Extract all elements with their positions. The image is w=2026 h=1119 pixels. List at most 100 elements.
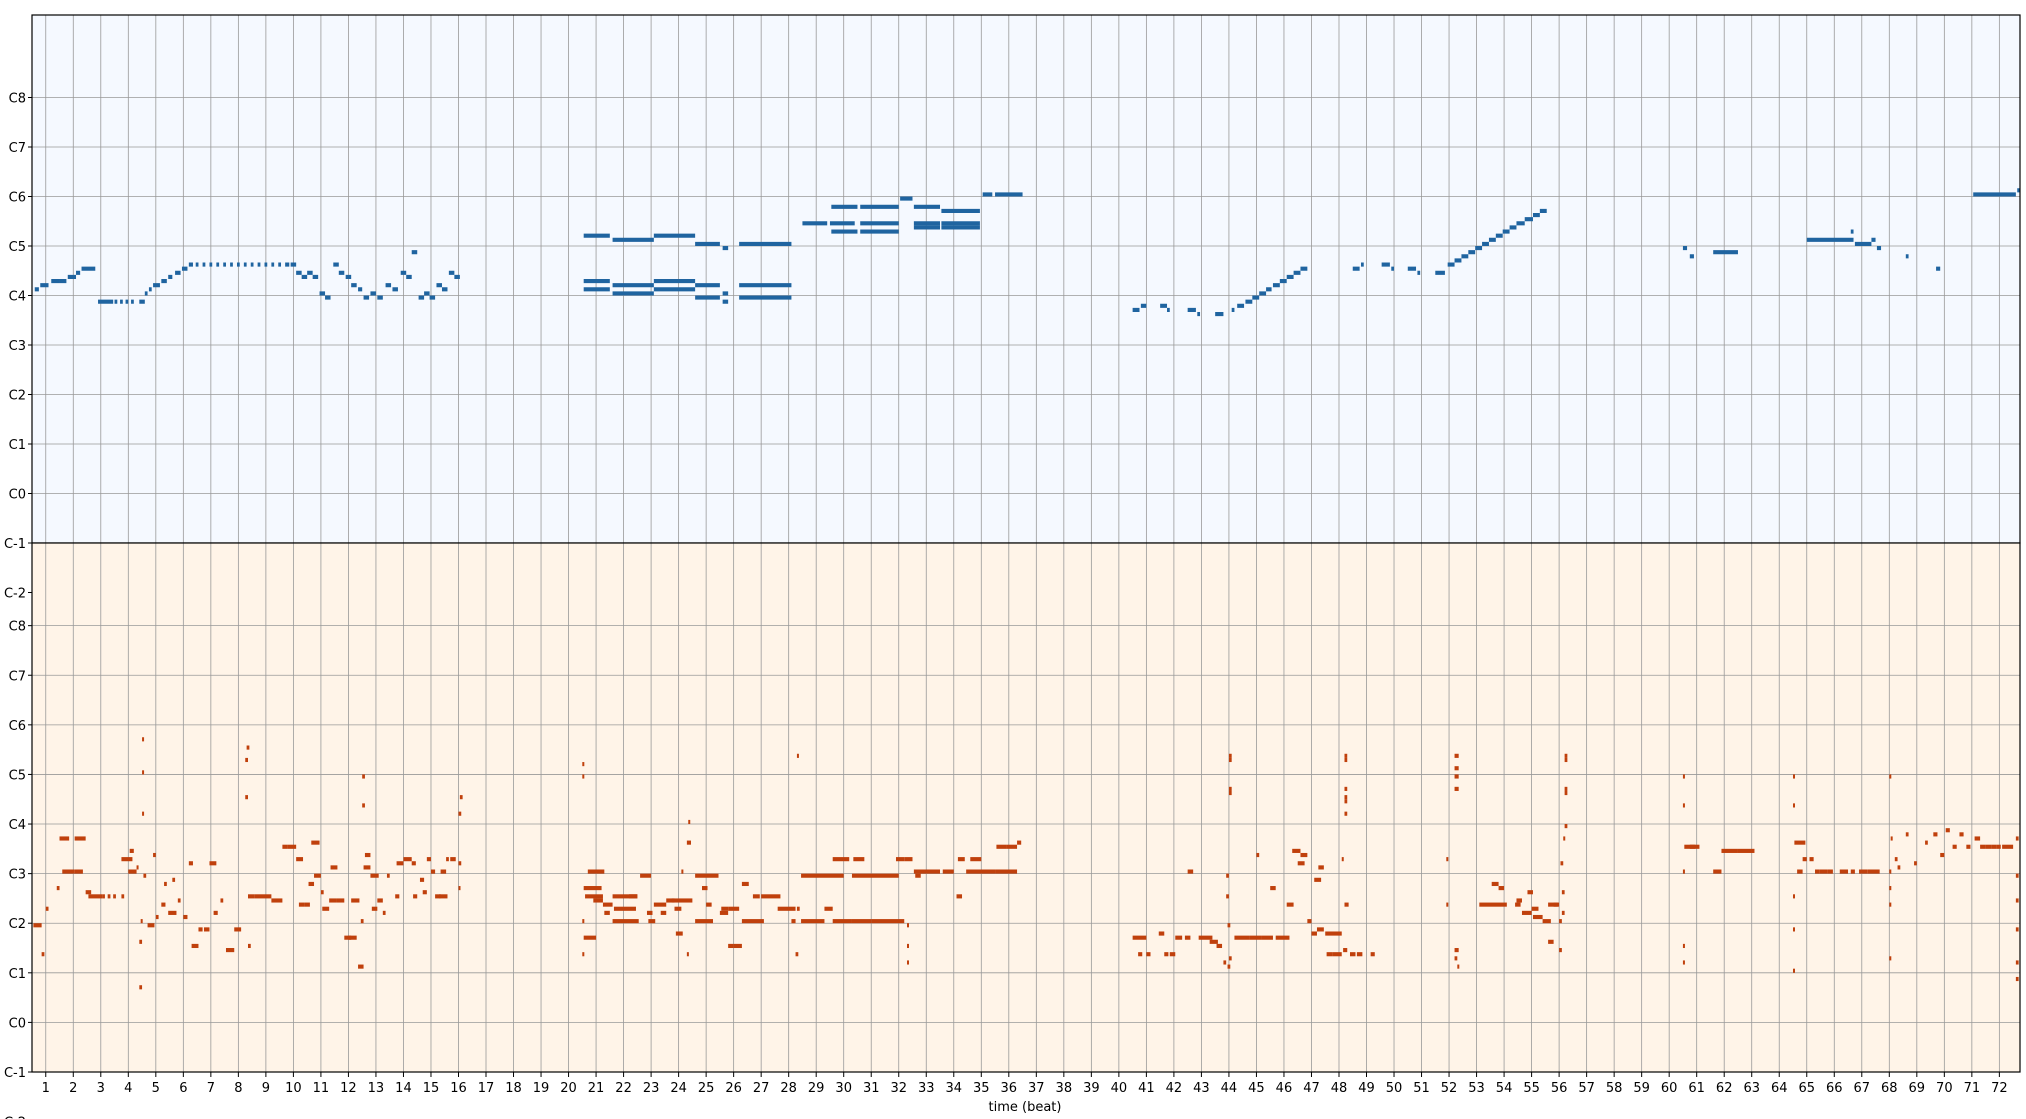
x-tick-label: 12: [340, 1081, 357, 1096]
bottom-note: [298, 902, 305, 907]
top-note: [913, 225, 941, 230]
top-note: [1417, 270, 1421, 275]
top-note: [1259, 291, 1267, 296]
top-note: [285, 262, 290, 267]
bottom-note: [458, 886, 461, 891]
bottom-note: [1532, 914, 1543, 920]
bottom-note: [585, 894, 603, 899]
top-note: [653, 287, 696, 292]
top-note: [802, 221, 828, 226]
bottom-note: [1815, 869, 1820, 874]
top-note: [81, 266, 96, 271]
bottom-note: [1454, 753, 1459, 758]
bottom-note: [1343, 948, 1348, 953]
top-note: [1266, 287, 1272, 292]
x-tick-label: 33: [918, 1081, 935, 1096]
top-note: [1215, 312, 1224, 317]
bottom-note: [1311, 931, 1317, 936]
x-tick-label: 54: [1496, 1081, 1513, 1096]
bottom-note: [74, 836, 86, 841]
top-note: [829, 221, 855, 226]
bottom-note: [1561, 890, 1565, 895]
bottom-note: [1228, 956, 1232, 961]
bottom-note: [209, 861, 217, 866]
x-tick-label: 20: [560, 1081, 577, 1096]
bottom-note: [688, 819, 691, 825]
bottom-note: [1952, 844, 1957, 849]
bottom-note: [1859, 869, 1868, 874]
x-tick-label: 47: [1303, 1081, 1320, 1096]
top-note: [1509, 225, 1517, 230]
top-note: [612, 237, 654, 242]
bottom-note: [1491, 881, 1499, 887]
top-note: [67, 274, 77, 279]
bottom-note: [358, 964, 364, 969]
bottom-note: [59, 836, 70, 841]
bottom-note: [1925, 840, 1928, 845]
bottom-note: [795, 952, 799, 957]
bottom-note: [102, 894, 105, 899]
bottom-note: [1542, 919, 1551, 924]
bottom-note: [282, 844, 288, 849]
x-tick-label: 67: [1854, 1081, 1871, 1096]
bottom-note: [382, 910, 386, 915]
bottom-note: [582, 774, 585, 779]
bottom-note: [403, 857, 412, 862]
bottom-note: [1890, 836, 1893, 841]
bottom-note: [271, 898, 283, 903]
top-note: [1407, 266, 1417, 271]
bottom-note: [147, 923, 155, 928]
bottom-note: [1292, 848, 1301, 853]
bottom-note: [1226, 873, 1229, 878]
top-y-tick-label: C7: [9, 141, 26, 156]
bottom-note: [363, 865, 371, 870]
bottom-note: [706, 902, 712, 907]
top-note: [860, 204, 899, 209]
bottom-note: [1209, 939, 1218, 944]
bottom-note: [247, 894, 255, 899]
bottom-note: [1344, 795, 1348, 800]
top-note: [1252, 295, 1260, 300]
bottom-note: [1867, 869, 1880, 874]
bottom-note: [1905, 832, 1909, 837]
bottom-note: [177, 898, 181, 903]
top-note: [51, 279, 60, 284]
bottom-note: [128, 869, 137, 874]
top-note: [131, 299, 134, 304]
bottom-note: [395, 894, 400, 899]
bottom-note: [1249, 935, 1262, 940]
bottom-note: [140, 919, 143, 924]
x-tick-label: 27: [753, 1081, 770, 1096]
bottom-note: [168, 910, 177, 915]
bottom-note: [1521, 910, 1532, 915]
x-axis-label: time (beat): [989, 1100, 1062, 1115]
bottom-note: [583, 886, 602, 891]
bottom-note: [646, 910, 653, 915]
x-tick-label: 34: [945, 1081, 962, 1096]
bottom-note: [1794, 840, 1806, 845]
top-note: [913, 204, 941, 209]
bottom-note: [1515, 902, 1521, 907]
top-note: [406, 274, 412, 279]
top-note: [243, 262, 247, 267]
bottom-note: [906, 960, 909, 965]
bottom-note: [1227, 964, 1231, 969]
bottom-note: [686, 840, 691, 845]
bottom-note: [254, 894, 272, 899]
bottom-note: [666, 898, 675, 903]
bottom-note: [1682, 774, 1685, 779]
x-axis-ticks: 1 2 3 4 5 6 7 8 9 10 11 12 13 14 15 16 17 18 19 20 21 22 23 24 2…: [42, 1072, 2008, 1096]
top-note: [1286, 274, 1294, 279]
top-note: [1871, 237, 1876, 242]
bottom-note: [1563, 836, 1566, 841]
top-note: [722, 299, 729, 304]
bottom-note: [371, 906, 378, 911]
x-tick-label: 14: [395, 1081, 412, 1096]
bottom-note: [1564, 757, 1568, 763]
top-note: [1132, 307, 1140, 312]
bottom-note: [1275, 935, 1290, 940]
x-tick-label: 35: [973, 1081, 990, 1096]
top-note: [1475, 246, 1483, 251]
top-panel-background: [32, 15, 2020, 543]
top-note: [1300, 266, 1308, 271]
